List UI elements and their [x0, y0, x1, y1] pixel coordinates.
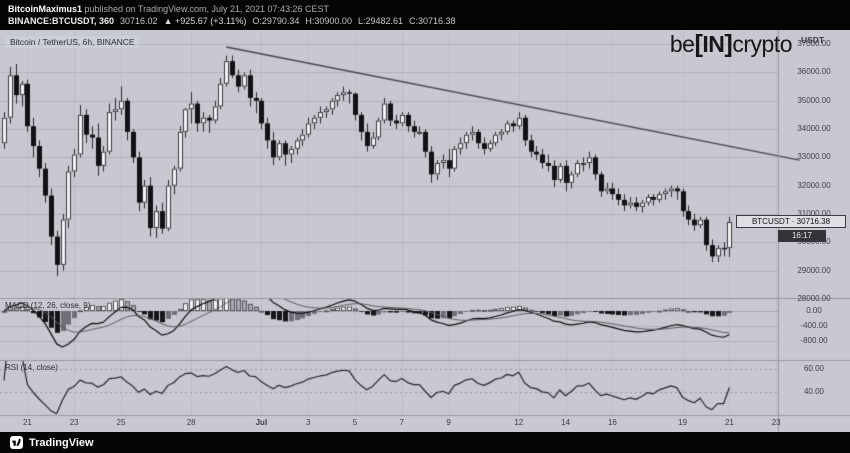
publish-line: BitcoinMaximus1 published on TradingView…: [8, 3, 850, 15]
rsi-tick-label: 40.00: [803, 387, 825, 396]
price-tick-label: 33000.00: [797, 152, 831, 162]
time-tick-label: 14: [561, 418, 571, 427]
price-tick-label: 32000.00: [797, 180, 831, 190]
time-tick-label: 25: [116, 418, 126, 427]
logo-bracket-open: [: [694, 30, 703, 58]
beincrypto-logo: be[IN]crypto: [669, 30, 793, 59]
time-tick-label: 23: [69, 418, 79, 427]
last-trade-price: 30716.02: [120, 16, 158, 26]
time-tick-label: 28: [186, 418, 196, 427]
time-tick-label: 21: [724, 418, 734, 427]
price-tick-label: 28000.00: [797, 293, 831, 303]
logo-text-be: be: [669, 31, 695, 57]
bar-countdown: 16:17: [778, 230, 826, 242]
high-value: H:30900.00: [305, 16, 352, 26]
tradingview-brand[interactable]: TradingView: [29, 436, 94, 449]
price-tick-label: 34000.00: [797, 124, 831, 134]
time-tick-label: 3: [305, 418, 311, 427]
time-tick-label: Jul: [255, 418, 268, 427]
rsi-tick-label: 60.00: [803, 364, 825, 373]
last-price-label: BTCUSDT · 30716.38: [736, 215, 846, 228]
logo-text-crypto: crypto: [732, 31, 792, 57]
time-tick-label: 7: [399, 418, 405, 427]
time-tick-label: 5: [352, 418, 358, 427]
time-tick-label: 23: [771, 418, 781, 427]
price-tick-label: 31000.00: [797, 208, 831, 218]
time-tick-label: 21: [22, 418, 32, 427]
publish-info: published on TradingView.com, July 21, 2…: [82, 4, 330, 14]
main-series-legend: Bitcoin / TetherUS, 6h, BINANCE: [6, 36, 139, 48]
price-tick-label: 37000.00: [797, 39, 831, 49]
time-axis[interactable]: 21 23 25 28 Jul 3 5 7 9 12 14 16 19 21 23: [0, 415, 781, 432]
close-value: C:30716.38: [409, 16, 456, 26]
macd-legend: MACD (12, 26, close, 9): [5, 301, 91, 310]
attribution-bar: BitcoinMaximus1 published on TradingView…: [0, 0, 850, 30]
low-value: L:29482.61: [357, 16, 403, 26]
footer-bar: TradingView: [0, 432, 850, 453]
price-tick-label: 29000.00: [797, 265, 831, 275]
tradingview-logo-icon[interactable]: [10, 436, 23, 449]
time-tick-label: 16: [607, 418, 617, 427]
time-tick-label: 9: [446, 418, 451, 427]
logo-bracket-close: ]: [724, 30, 733, 58]
price-tick-label: 35000.00: [797, 95, 831, 105]
macd-tick-label: 0.00: [806, 306, 822, 315]
open-value: O:29790.34: [252, 16, 300, 26]
time-tick-label: 12: [514, 418, 524, 427]
macd-tick-label: -800.00: [800, 336, 828, 345]
quote-line: BINANCE:BTCUSDT, 360 30716.02 ▲ +925.67 (+…: [8, 15, 850, 27]
macd-tick-label: -400.00: [800, 321, 828, 330]
symbol-interval: BINANCE:BTCUSDT, 360: [8, 16, 115, 26]
logo-text-in: IN: [702, 31, 725, 57]
rsi-legend: RSI (14, close): [5, 363, 58, 372]
author-link[interactable]: BitcoinMaximus1: [8, 4, 83, 14]
price-tick-label: 36000.00: [797, 67, 831, 77]
time-tick-label: 19: [678, 418, 688, 427]
price-change: ▲ +925.67 (+3.11%): [163, 16, 247, 26]
axis-currency-label: USDT: [801, 35, 825, 45]
